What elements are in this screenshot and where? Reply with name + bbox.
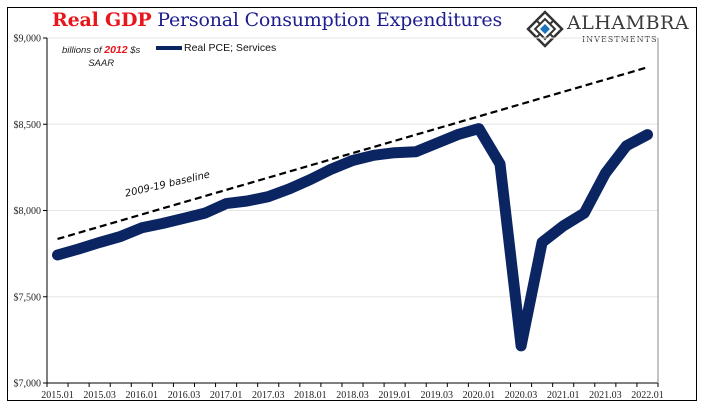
x-tick-label: 2018.03	[336, 390, 369, 401]
legend-label: Real PCE; Services	[184, 42, 277, 54]
x-tick-label: 2016.03	[168, 390, 201, 401]
chart-title: Real GDP Personal Consumption Expenditur…	[52, 9, 502, 31]
y-tick-label: $8,000	[14, 206, 42, 217]
baseline-trend-line	[57, 66, 648, 241]
logo-sub: INVESTMENTS	[582, 35, 658, 44]
x-tick-label: 2020.03	[505, 390, 538, 401]
logo-diamond-icon	[526, 10, 564, 48]
x-tick-label: 2015.01	[41, 390, 74, 401]
y-tick-label: $7,000	[14, 379, 42, 390]
x-tick-label: 2015.03	[83, 390, 116, 401]
y-tick-label: $9,000	[14, 34, 42, 45]
y-tick-label: $8,500	[14, 120, 42, 131]
x-tick-label: 2021.01	[547, 390, 580, 401]
units-pre: billions of	[62, 45, 105, 56]
units-saar: SAAR	[88, 58, 115, 69]
legend-swatch	[156, 46, 182, 50]
x-tick-label: 2019.01	[378, 390, 411, 401]
chart-frame	[7, 7, 697, 401]
title-part-1: Real GDP	[52, 9, 152, 31]
alhambra-logo: ALHAMBRA INVESTMENTS	[525, 9, 695, 49]
x-tick-label: 2017.03	[252, 390, 285, 401]
logo-name: ALHAMBRA	[567, 12, 690, 34]
x-tick-label: 2016.01	[126, 390, 159, 401]
y-tick-label: $7,500	[14, 292, 42, 303]
units-year: 2012	[104, 44, 128, 56]
x-tick-label: 2017.01	[210, 390, 243, 401]
title-part-2: Personal Consumption Expenditures	[157, 9, 503, 31]
units-post: $s	[127, 45, 141, 56]
x-tick-label: 2022.01	[631, 390, 664, 401]
x-tick-label: 2018.01	[294, 390, 327, 401]
x-tick-label: 2021.03	[589, 390, 622, 401]
x-tick-label: 2020.01	[463, 390, 496, 401]
series-line-real-pce-services	[52, 123, 653, 352]
legend: Real PCE; Services	[156, 42, 276, 54]
units-label: billions of 2012 $s SAAR	[62, 44, 140, 70]
x-tick-label: 2019.03	[421, 390, 454, 401]
